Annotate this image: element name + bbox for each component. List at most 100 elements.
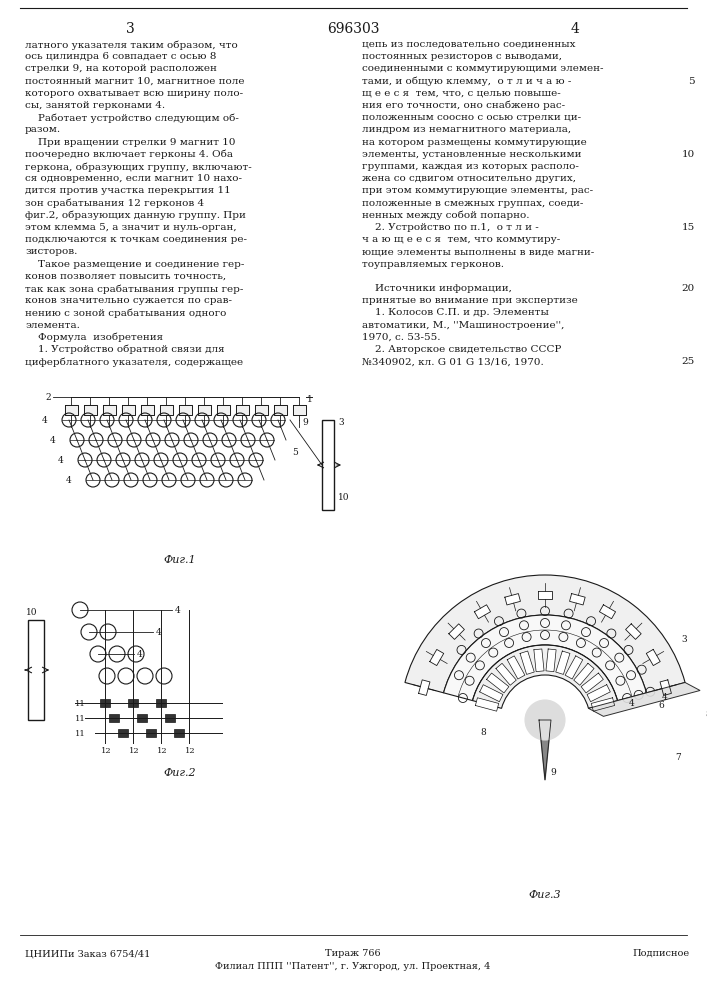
Bar (156, 699, 166, 707)
Circle shape (525, 700, 565, 740)
Polygon shape (556, 651, 570, 674)
Polygon shape (419, 680, 430, 695)
Text: 4: 4 (661, 693, 667, 702)
Text: ненных между собой попарно.: ненных между собой попарно. (362, 211, 530, 220)
Text: фиг.2, образующих данную группу. При: фиг.2, образующих данную группу. При (25, 211, 246, 220)
Text: 12: 12 (157, 747, 168, 755)
Bar (322, 420, 334, 510)
Text: ЦНИИПи Заказ 6754/41: ЦНИИПи Заказ 6754/41 (25, 949, 151, 958)
Wedge shape (443, 615, 646, 701)
Polygon shape (520, 651, 534, 674)
Text: 8: 8 (480, 728, 486, 737)
Text: группами, каждая из которых располо-: группами, каждая из которых располо- (362, 162, 579, 171)
Text: Тираж 766: Тираж 766 (325, 949, 381, 958)
Text: тами, и общую клемму,  о т л и ч а ю -: тами, и общую клемму, о т л и ч а ю - (362, 77, 571, 86)
Text: принятые во внимание при экспертизе: принятые во внимание при экспертизе (362, 296, 578, 305)
Polygon shape (236, 405, 249, 415)
Text: 3: 3 (681, 635, 686, 644)
Text: Фиг.3: Фиг.3 (529, 890, 561, 900)
Polygon shape (486, 673, 509, 693)
Text: латного указателя таким образом, что: латного указателя таким образом, что (25, 40, 238, 49)
Text: подключаются к точкам соединения ре-: подключаются к точкам соединения ре- (25, 235, 247, 244)
Text: 9: 9 (302, 418, 308, 427)
Polygon shape (122, 405, 135, 415)
Text: 3: 3 (338, 418, 344, 427)
Text: автоматики, М., ''Машиностроение'',: автоматики, М., ''Машиностроение'', (362, 321, 564, 330)
Polygon shape (570, 594, 585, 605)
Text: 25: 25 (682, 357, 695, 366)
Polygon shape (660, 680, 672, 695)
Polygon shape (293, 405, 306, 415)
Text: тоуправляемых герконов.: тоуправляемых герконов. (362, 260, 504, 269)
Bar (128, 699, 138, 707)
Text: сы, занятой герконами 4.: сы, занятой герконами 4. (25, 101, 165, 110)
Text: Фиг.2: Фиг.2 (164, 768, 197, 778)
Polygon shape (179, 405, 192, 415)
Polygon shape (479, 685, 503, 702)
Polygon shape (84, 405, 97, 415)
Text: линдром из немагнитного материала,: линдром из немагнитного материала, (362, 125, 571, 134)
Text: 12: 12 (101, 747, 112, 755)
Polygon shape (160, 405, 173, 415)
Text: конов позволяет повысить точность,: конов позволяет повысить точность, (25, 272, 226, 281)
Polygon shape (496, 663, 516, 685)
Text: 9: 9 (550, 768, 556, 777)
Polygon shape (430, 649, 444, 666)
Text: 2. Устройство по п.1,  о т л и -: 2. Устройство по п.1, о т л и - (362, 223, 539, 232)
Bar (165, 714, 175, 722)
Text: которого охватывает всю ширину поло-: которого охватывает всю ширину поло- (25, 89, 243, 98)
Polygon shape (505, 594, 520, 605)
Text: стрелки 9, на которой расположен: стрелки 9, на которой расположен (25, 64, 217, 73)
Polygon shape (646, 649, 660, 666)
Bar (146, 729, 156, 737)
Text: 7: 7 (675, 753, 681, 762)
Text: положенным соосно с осью стрелки ци-: положенным соосно с осью стрелки ци- (362, 113, 581, 122)
Wedge shape (405, 575, 685, 693)
Text: 8: 8 (705, 710, 707, 719)
Text: 10: 10 (682, 150, 695, 159)
Text: 696303: 696303 (327, 22, 379, 36)
Polygon shape (474, 605, 491, 619)
Text: 5: 5 (689, 77, 695, 86)
Text: 4: 4 (175, 606, 181, 615)
Polygon shape (565, 656, 583, 679)
Text: 4: 4 (58, 456, 64, 465)
Polygon shape (217, 405, 230, 415)
Text: 1. Колосов С.П. и др. Элементы: 1. Колосов С.П. и др. Элементы (362, 308, 549, 317)
Text: 10: 10 (26, 608, 37, 617)
Text: ч а ю щ е е с я  тем, что коммутиру-: ч а ю щ е е с я тем, что коммутиру- (362, 235, 560, 244)
Text: 12: 12 (185, 747, 196, 755)
Text: 1970, с. 53-55.: 1970, с. 53-55. (362, 333, 440, 342)
Text: 4: 4 (156, 628, 162, 637)
Text: Источники информации,: Источники информации, (362, 284, 512, 293)
Text: 2. Авторское свидетельство СССР: 2. Авторское свидетельство СССР (362, 345, 561, 354)
Polygon shape (255, 405, 268, 415)
Text: №340902, кл. G 01 G 13/16, 1970.: №340902, кл. G 01 G 13/16, 1970. (362, 357, 544, 366)
Text: 4: 4 (571, 22, 580, 36)
Polygon shape (538, 591, 552, 599)
Text: этом клемма 5, а значит и нуль-орган,: этом клемма 5, а значит и нуль-орган, (25, 223, 237, 232)
Polygon shape (534, 649, 544, 672)
Text: поочередно включает герконы 4. Оба: поочередно включает герконы 4. Оба (25, 150, 233, 159)
Text: ющие элементы выполнены в виде магни-: ющие элементы выполнены в виде магни- (362, 247, 595, 256)
Text: щ е е с я  тем, что, с целью повыше-: щ е е с я тем, что, с целью повыше- (362, 89, 561, 98)
Text: Подписное: Подписное (633, 949, 690, 958)
Text: 3: 3 (126, 22, 134, 36)
Polygon shape (198, 405, 211, 415)
Text: разом.: разом. (25, 125, 61, 134)
Text: положенные в смежных группах, соеди-: положенные в смежных группах, соеди- (362, 199, 583, 208)
Wedge shape (472, 645, 617, 708)
Text: 4: 4 (42, 416, 48, 425)
Text: 20: 20 (682, 284, 695, 293)
Polygon shape (587, 685, 610, 702)
Polygon shape (573, 663, 594, 685)
Text: 5: 5 (292, 448, 298, 457)
Text: при этом коммутирующие элементы, рас-: при этом коммутирующие элементы, рас- (362, 186, 593, 195)
Text: дится против участка перекрытия 11: дится против участка перекрытия 11 (25, 186, 230, 195)
Text: соединенными с коммутирующими элемен-: соединенными с коммутирующими элемен- (362, 64, 604, 73)
Text: 12: 12 (129, 747, 139, 755)
Polygon shape (546, 649, 556, 672)
Text: 4: 4 (66, 476, 71, 485)
Text: При вращении стрелки 9 магнит 10: При вращении стрелки 9 магнит 10 (25, 138, 235, 147)
Text: 10: 10 (338, 493, 349, 502)
